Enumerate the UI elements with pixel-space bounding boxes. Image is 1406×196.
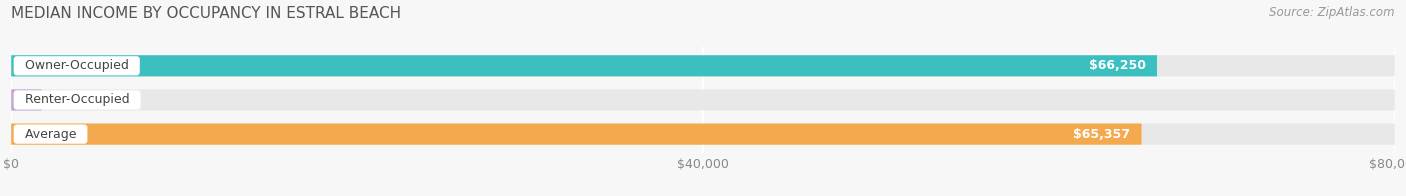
Text: Average: Average: [17, 128, 84, 141]
FancyBboxPatch shape: [11, 89, 1395, 111]
Text: $65,357: $65,357: [1073, 128, 1130, 141]
Text: Source: ZipAtlas.com: Source: ZipAtlas.com: [1270, 6, 1395, 19]
Text: $66,250: $66,250: [1088, 59, 1146, 72]
FancyBboxPatch shape: [11, 123, 1142, 145]
Text: Renter-Occupied: Renter-Occupied: [17, 93, 138, 106]
FancyBboxPatch shape: [11, 55, 1395, 76]
Text: $0: $0: [62, 93, 80, 106]
Text: Owner-Occupied: Owner-Occupied: [17, 59, 136, 72]
FancyBboxPatch shape: [11, 55, 1157, 76]
FancyBboxPatch shape: [11, 123, 1395, 145]
FancyBboxPatch shape: [11, 89, 42, 111]
Text: MEDIAN INCOME BY OCCUPANCY IN ESTRAL BEACH: MEDIAN INCOME BY OCCUPANCY IN ESTRAL BEA…: [11, 6, 401, 21]
